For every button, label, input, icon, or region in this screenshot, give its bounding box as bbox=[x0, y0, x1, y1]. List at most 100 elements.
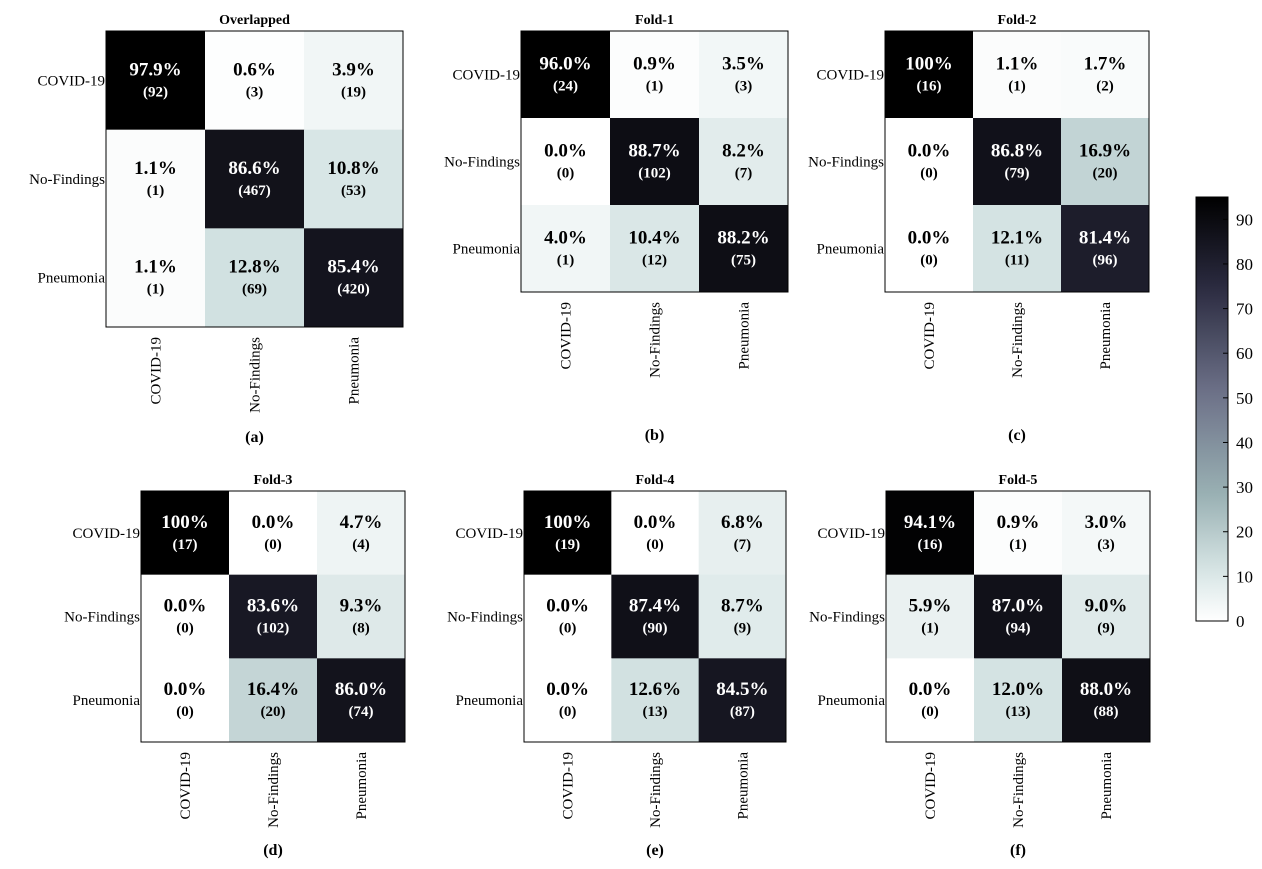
cell-percent: 16.9% bbox=[1079, 141, 1131, 162]
matrix-cell bbox=[885, 118, 974, 206]
matrix-cell bbox=[974, 574, 1063, 659]
column-label: COVID-19 bbox=[561, 752, 577, 820]
matrix-cell bbox=[886, 658, 975, 743]
cell-percent: 16.4% bbox=[247, 679, 299, 700]
matrix-frame bbox=[885, 490, 1151, 743]
cell-count: (13) bbox=[643, 704, 668, 720]
cell-percent: 0.9% bbox=[633, 54, 676, 75]
cell-count: (1) bbox=[1009, 537, 1027, 553]
matrix-cell bbox=[610, 205, 700, 293]
matrix-cell bbox=[229, 491, 318, 576]
cell-count: (19) bbox=[341, 84, 366, 100]
cell-percent: 97.9% bbox=[129, 59, 181, 80]
panel-title: Fold-1 bbox=[635, 13, 674, 28]
matrix-cell bbox=[205, 31, 305, 131]
column-label: COVID-19 bbox=[922, 302, 938, 370]
cell-count: (467) bbox=[238, 183, 271, 199]
cell-percent: 10.8% bbox=[327, 158, 379, 179]
column-label: Pneumonia bbox=[737, 302, 753, 370]
matrix-cell bbox=[317, 574, 406, 659]
colorbar-tick-label: 80 bbox=[1236, 255, 1253, 274]
cell-percent: 81.4% bbox=[1079, 228, 1131, 249]
matrix-cell bbox=[205, 228, 305, 328]
cell-count: (92) bbox=[143, 84, 168, 100]
cell-count: (90) bbox=[643, 621, 668, 637]
matrix-cell bbox=[973, 205, 1062, 293]
cell-count: (102) bbox=[257, 621, 290, 637]
cell-count: (74) bbox=[349, 704, 374, 720]
cell-percent: 9.3% bbox=[340, 596, 383, 617]
column-label: No-Findings bbox=[1011, 752, 1027, 828]
matrix-frame bbox=[523, 490, 787, 743]
cell-percent: 1.1% bbox=[134, 158, 177, 179]
matrix-cell bbox=[610, 31, 700, 119]
matrix-cell bbox=[1062, 574, 1151, 659]
cell-percent: 1.7% bbox=[1084, 54, 1127, 75]
cell-percent: 8.7% bbox=[721, 596, 764, 617]
cell-percent: 87.0% bbox=[992, 596, 1044, 617]
column-label: No-Findings bbox=[266, 752, 282, 828]
matrix-cell bbox=[521, 31, 611, 119]
matrix-cell bbox=[1061, 205, 1150, 293]
matrix-cell bbox=[106, 129, 206, 229]
matrix-cell bbox=[521, 118, 611, 206]
cell-percent: 1.1% bbox=[134, 257, 177, 278]
cell-count: (4) bbox=[352, 537, 370, 553]
colorbar-tick-label: 70 bbox=[1236, 300, 1253, 319]
cell-percent: 12.6% bbox=[629, 679, 681, 700]
matrix-cell bbox=[524, 658, 612, 743]
column-label: Pneumonia bbox=[1098, 302, 1114, 370]
cell-count: (0) bbox=[559, 704, 577, 720]
cell-percent: 0.0% bbox=[544, 141, 587, 162]
matrix-cell bbox=[304, 31, 404, 131]
cell-percent: 0.0% bbox=[546, 596, 589, 617]
matrix-cell bbox=[974, 491, 1063, 576]
panel-caption: (a) bbox=[245, 429, 264, 446]
cell-percent: 9.0% bbox=[1085, 596, 1128, 617]
row-label: COVID-19 bbox=[456, 526, 524, 542]
confusion-matrix-6: 94.1% (16) 0.9% (1) 3.0% (3) 5.9% (1) 87.0% (94) 9… bbox=[809, 473, 1151, 859]
cell-count: (11) bbox=[1005, 253, 1029, 269]
colorbar-tick-label: 90 bbox=[1236, 210, 1253, 229]
panel-caption: (d) bbox=[263, 842, 283, 859]
matrix-cell bbox=[699, 118, 789, 206]
matrix-cell bbox=[524, 574, 612, 659]
cell-count: (7) bbox=[735, 166, 753, 182]
panel-title: Overlapped bbox=[219, 13, 290, 28]
row-label: No-Findings bbox=[64, 610, 140, 626]
matrix-frame bbox=[520, 30, 789, 293]
row-label: COVID-19 bbox=[453, 68, 521, 84]
panel-title: Fold-5 bbox=[999, 473, 1038, 488]
column-label: COVID-19 bbox=[923, 752, 939, 820]
cell-percent: 4.0% bbox=[544, 228, 587, 249]
row-label: No-Findings bbox=[809, 610, 885, 626]
confusion-matrix-3: 100% (16) 1.1% (1) 1.7% (2) 0.0% (0) 86.8% (79) 16… bbox=[808, 13, 1150, 444]
matrix-cell bbox=[1062, 491, 1151, 576]
cell-count: (0) bbox=[559, 621, 577, 637]
cell-percent: 0.0% bbox=[164, 679, 207, 700]
cell-count: (1) bbox=[921, 621, 939, 637]
cell-count: (0) bbox=[557, 166, 575, 182]
cell-percent: 12.8% bbox=[228, 257, 280, 278]
row-label: COVID-19 bbox=[817, 68, 885, 84]
cell-count: (2) bbox=[1096, 79, 1114, 95]
cell-count: (79) bbox=[1005, 166, 1030, 182]
matrix-cell bbox=[317, 491, 406, 576]
cell-percent: 96.0% bbox=[539, 54, 591, 75]
matrix-frame bbox=[140, 490, 406, 743]
confusion-matrix-4: 100% (17) 0.0% (0) 4.7% (4) 0.0% (0) 83.6% (102) 9… bbox=[64, 473, 406, 859]
matrix-cell bbox=[611, 574, 700, 659]
cell-count: (0) bbox=[920, 253, 938, 269]
cell-count: (1) bbox=[646, 79, 664, 95]
cell-count: (3) bbox=[246, 84, 264, 100]
matrix-cell bbox=[141, 491, 230, 576]
matrix-cell bbox=[698, 574, 787, 659]
matrix-cell bbox=[106, 228, 206, 328]
cell-count: (9) bbox=[734, 621, 752, 637]
cell-count: (3) bbox=[1097, 537, 1115, 553]
cell-count: (0) bbox=[646, 537, 664, 553]
panel-caption: (f) bbox=[1010, 842, 1026, 859]
cell-count: (88) bbox=[1094, 704, 1119, 720]
matrix-cell bbox=[1061, 118, 1150, 206]
